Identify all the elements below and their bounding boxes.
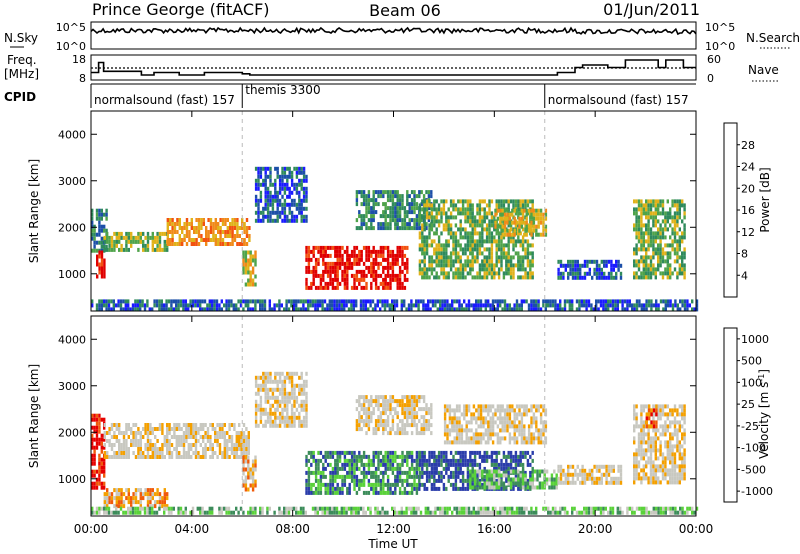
freq-line <box>91 59 696 76</box>
velocity-echo-region <box>254 371 308 428</box>
velocity-y-tick-label: 4000 <box>58 333 86 346</box>
power-colorbar-tick: 4 <box>741 269 748 282</box>
velocity-colorbar-tick: 1000 <box>741 333 769 346</box>
cpid-segment-label: themis 3300 <box>245 83 320 97</box>
power-echo-region <box>103 231 169 252</box>
power-echo-region <box>355 190 433 231</box>
velocity-y-tick-label: 1000 <box>58 473 86 486</box>
nsky-panel: 10^5 10^0 10^5 10^0 N.Sky N.Search <box>4 21 800 53</box>
nave-tick-top: 60 <box>707 53 721 66</box>
power-ylabel: Slant Range [km] <box>27 159 41 263</box>
velocity-colorbar-tick: -25 <box>741 420 759 433</box>
velocity-colorbar-tick: 25 <box>741 398 755 411</box>
cpid-segment-label: normalsound (fast) 157 <box>548 93 689 107</box>
power-colorbar-tick: 8 <box>741 248 748 261</box>
x-tick-label: 20:00 <box>578 522 613 536</box>
velocity-echo-region <box>355 395 433 436</box>
power-colorbar-tick: 28 <box>741 139 755 152</box>
velocity-colorbar-tick: 500 <box>741 355 762 368</box>
power-colorbar-tick: 12 <box>741 226 755 239</box>
power-echo-region <box>557 259 623 280</box>
power-y-tick-label: 1000 <box>58 268 86 281</box>
power-colorbar-tick: 20 <box>741 182 755 195</box>
power-echo-region <box>91 208 108 253</box>
power-echo-region <box>418 199 534 280</box>
velocity-y-tick-label: 2000 <box>58 426 86 439</box>
nsky-tick-bottom: 10^0 <box>56 40 86 53</box>
velocity-echo-region <box>103 423 250 459</box>
beam-title: Beam 06 <box>369 1 441 20</box>
velocity-echo-region <box>633 404 686 485</box>
date-title: 01/Jun/2011 <box>603 0 700 19</box>
velocity-colorbar-tick: -100 <box>741 442 766 455</box>
power-colorbar-tick: 16 <box>741 204 755 217</box>
cpid-row: CPID normalsound (fast) 157 themis 3300 no… <box>4 83 696 108</box>
power-y-tick-label: 3000 <box>58 175 86 188</box>
nsearch-label: N.Search <box>746 31 800 45</box>
freq-panel: 18 8 60 0 Freq. [MHz] Nave <box>4 53 780 85</box>
power-y-tick-label: 4000 <box>58 128 86 141</box>
x-axis-label: Time UT <box>367 537 418 551</box>
x-tick-label: 16:00 <box>477 522 512 536</box>
velocity-colorbar-tick: -500 <box>741 463 766 476</box>
velocity-panel: 1000 2000 3000 4000 Slant Range [km] 1000 50… <box>27 315 773 517</box>
power-echo-region <box>494 208 548 237</box>
velocity-echo-region <box>103 488 169 509</box>
velocity-ylabel: Slant Range [km] <box>27 364 41 468</box>
x-tick-label: 04:00 <box>175 522 210 536</box>
freq-unit: [MHz] <box>4 67 39 81</box>
velocity-echo-region <box>557 464 623 485</box>
power-echo-region <box>91 299 699 312</box>
power-echo-region <box>254 166 308 223</box>
station-title: Prince George (fitACF) <box>92 0 270 19</box>
velocity-colorbar-tick: 100 <box>741 376 762 389</box>
cpid-segment-label: normalsound (fast) 157 <box>94 93 235 107</box>
x-tick-label: 12:00 <box>376 522 411 536</box>
power-panel: 1000 2000 3000 4000 Slant Range [km] 4 8 12 16… <box>27 110 772 312</box>
velocity-echo-region <box>91 413 106 490</box>
velocity-echo-region <box>91 506 699 515</box>
velocity-y-tick-label: 3000 <box>58 380 86 393</box>
velocity-echo-region <box>305 450 421 495</box>
x-tick-label: 08:00 <box>275 522 310 536</box>
power-echo-region <box>242 250 257 287</box>
power-echo-region <box>305 245 409 290</box>
power-echo-region <box>166 218 251 246</box>
velocity-echo-region <box>443 404 548 445</box>
freq-tick-bottom: 8 <box>79 72 86 85</box>
nsky-line <box>90 26 697 36</box>
nsearch-tick-top: 10^5 <box>705 21 735 34</box>
power-colorbar-label: Power [dB] <box>758 167 772 232</box>
power-echo-region <box>96 250 106 279</box>
power-y-tick-label: 2000 <box>58 221 86 234</box>
x-tick-label: 00:00 <box>679 522 714 536</box>
freq-label: Freq. <box>7 53 37 67</box>
velocity-echo-region <box>645 404 658 429</box>
power-colorbar-tick: 24 <box>741 161 755 174</box>
power-echo-region <box>633 199 686 280</box>
nave-label: Nave <box>748 63 779 77</box>
nsky-tick-top: 10^5 <box>56 21 86 34</box>
nsky-label: N.Sky <box>4 31 38 45</box>
velocity-colorbar-tick: -1000 <box>741 485 773 498</box>
x-tick-label: 00:00 <box>74 522 109 536</box>
nsearch-tick-bottom: 10^0 <box>705 40 735 53</box>
freq-tick-top: 18 <box>72 53 86 66</box>
velocity-echo-region <box>242 455 257 492</box>
velocity-colorbar-label: Velocity [m s-1] <box>757 369 771 459</box>
nave-tick-bottom: 0 <box>707 72 714 85</box>
cpid-label: CPID <box>4 90 36 104</box>
